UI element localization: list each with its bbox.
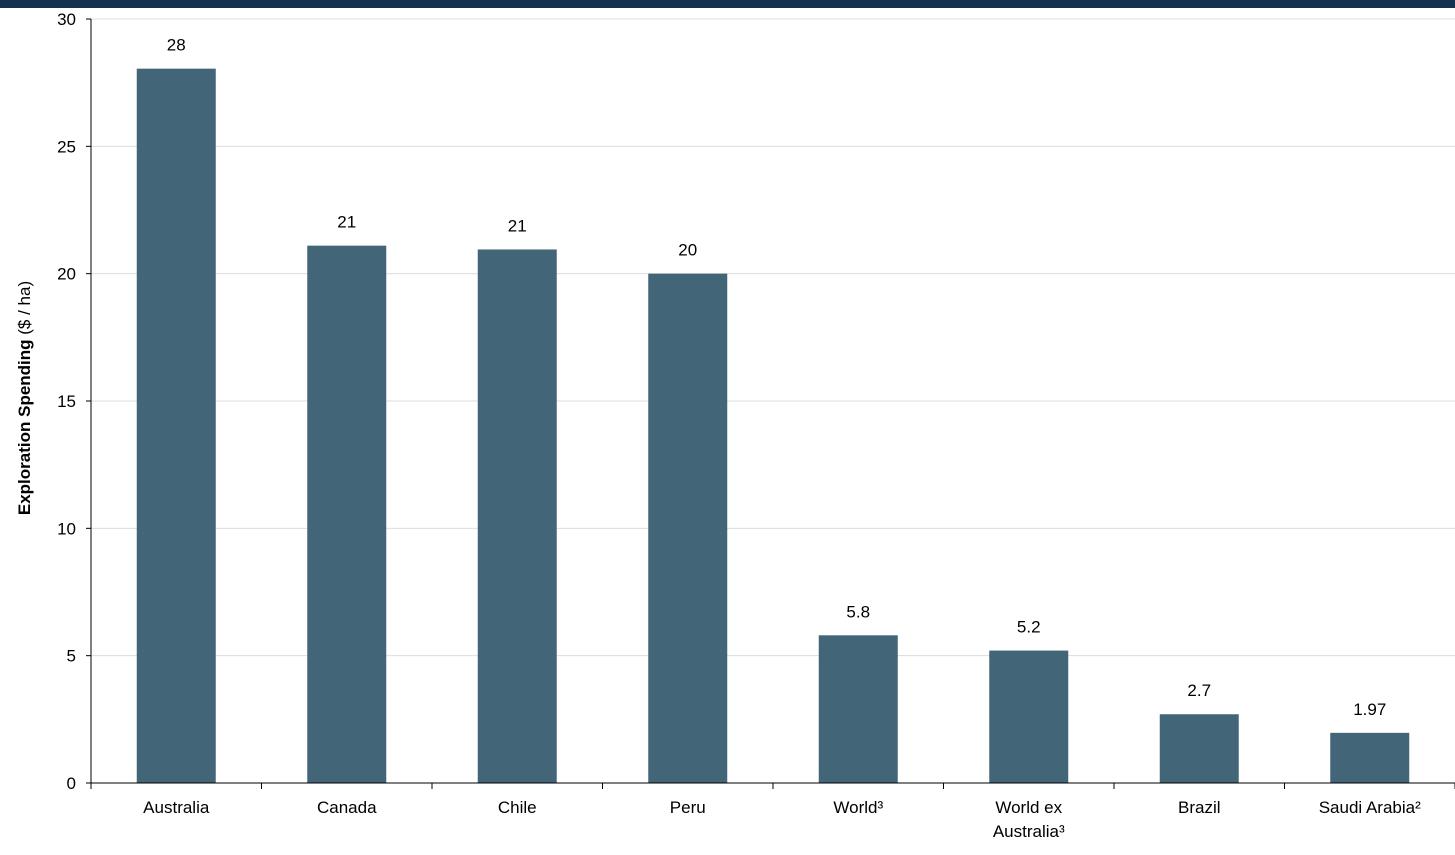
bar [648,273,728,783]
data-label: 21 [337,213,356,232]
x-tick-label: Saudi Arabia² [1319,798,1421,817]
bar [1330,732,1410,783]
y-tick-label: 20 [57,265,76,284]
data-label: 28 [167,36,186,55]
y-tick-label: 30 [57,10,76,29]
data-labels: 28 21 21 20 5.8 5.2 2.7 1.97 [167,36,1387,719]
bar [989,650,1069,783]
x-tick-label: Canada [317,798,377,817]
bar [136,68,216,783]
x-tick-label: Australia [143,798,210,817]
header-band [0,0,1455,8]
x-tick-labels: Australia Canada Chile Peru World³ World ex Au… [143,798,1421,841]
bar [818,635,898,783]
data-label: 2.7 [1187,681,1211,700]
bar [307,245,387,784]
y-tick-label: 15 [57,392,76,411]
x-tick-label: World ex Australia³ [993,798,1065,841]
y-tick-labels: 0 5 10 15 20 25 30 [57,10,76,793]
data-label: 20 [678,241,697,260]
x-tick-label: Chile [498,798,537,817]
x-tick-label: World³ [833,798,883,817]
y-tick-label: 25 [57,137,76,156]
axes [86,18,1455,789]
data-label: 5.2 [1017,618,1041,637]
data-label: 1.97 [1353,700,1386,719]
y-tick-label: 0 [67,774,76,793]
bar [477,249,557,783]
x-tick-label: Brazil [1178,798,1221,817]
y-tick-label: 5 [67,647,76,666]
bars [136,68,1410,784]
y-axis-title: Exploration Spending ($ / ha) [15,281,34,515]
bar [1159,714,1239,783]
data-label: 21 [508,216,527,235]
y-tick-label: 10 [57,519,76,538]
gridlines [91,18,1455,657]
x-tick-label: Peru [670,798,706,817]
data-label: 5.8 [846,602,870,621]
